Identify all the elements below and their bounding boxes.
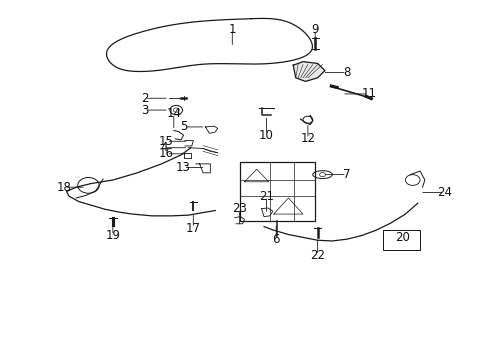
Text: 24: 24	[436, 186, 451, 199]
Text: 1: 1	[228, 23, 236, 36]
Text: 9: 9	[311, 23, 318, 36]
Text: 15: 15	[159, 135, 174, 148]
Text: 18: 18	[57, 181, 71, 194]
Text: 13: 13	[176, 161, 191, 174]
Bar	[239, 162, 315, 221]
Text: 16: 16	[159, 147, 174, 160]
Text: 6: 6	[272, 233, 279, 246]
Text: 5: 5	[180, 121, 187, 134]
Text: 2: 2	[141, 92, 148, 105]
Text: 11: 11	[361, 87, 376, 100]
Text: 21: 21	[259, 190, 273, 203]
Text: 20: 20	[395, 231, 409, 244]
Text: 10: 10	[259, 129, 273, 142]
Text: 22: 22	[309, 249, 325, 262]
Bar	[383, 230, 419, 250]
Text: 3: 3	[141, 104, 148, 117]
Text: 17: 17	[185, 222, 201, 235]
Text: 23: 23	[232, 202, 246, 215]
Polygon shape	[293, 62, 325, 81]
Text: 14: 14	[166, 107, 181, 120]
Text: 8: 8	[343, 66, 350, 79]
Text: 19: 19	[105, 229, 120, 242]
Text: 4: 4	[160, 141, 167, 154]
Text: 7: 7	[343, 168, 350, 181]
Text: 12: 12	[300, 132, 315, 145]
